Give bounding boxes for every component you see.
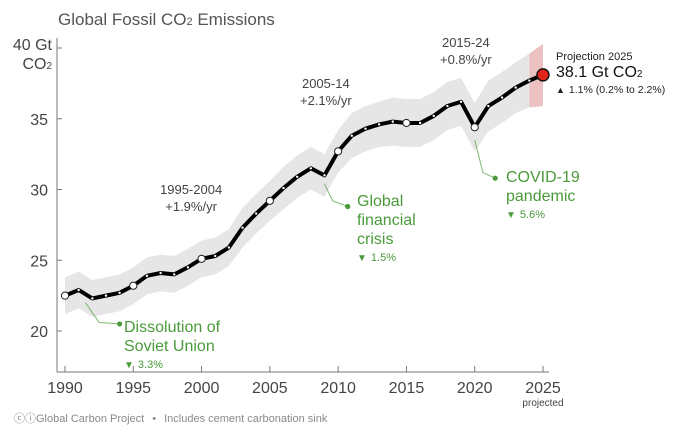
year-point-2004 bbox=[255, 212, 258, 215]
event-financial-crisis: Global financial crisis ▼ 1.5% bbox=[357, 193, 416, 264]
x-tick-label-1995: 1995 bbox=[115, 380, 151, 397]
year-point-1992 bbox=[91, 297, 94, 300]
year-point-1991 bbox=[77, 288, 80, 292]
year-point-2022 bbox=[500, 96, 504, 99]
x-tick-label-2015: 2015 bbox=[389, 380, 425, 397]
year-point-1997 bbox=[159, 271, 162, 275]
year-point-2021 bbox=[487, 104, 490, 108]
projection-value: 38.1 Gt CO2 bbox=[556, 64, 643, 81]
marker-1995 bbox=[129, 281, 138, 290]
year-point-2013 bbox=[377, 123, 381, 126]
growth-annotation-2015-24: 2015-24 +0.8%/yr bbox=[440, 35, 492, 67]
year-point-2011 bbox=[350, 134, 353, 137]
emissions-line bbox=[63, 72, 545, 301]
marker-2000 bbox=[197, 254, 206, 263]
y-axis-unit-label: 40 Gt CO2 bbox=[0, 36, 52, 76]
marker-2015 bbox=[402, 118, 411, 128]
callout-financial-crisis-dot bbox=[345, 203, 351, 210]
x-tick-label-2020: 2020 bbox=[457, 380, 493, 397]
year-point-2003 bbox=[241, 226, 244, 229]
growth-annotation-1995-2004: 1995-2004 +1.9%/yr bbox=[160, 182, 223, 214]
uncertainty-band bbox=[65, 53, 530, 317]
y-tick-label-25: 25 bbox=[30, 253, 48, 270]
callout-financial-crisis bbox=[324, 183, 348, 207]
cc-license-icon: ⓒⓘ bbox=[14, 413, 36, 425]
data-markers bbox=[60, 68, 550, 300]
chart-title: Global Fossil CO2 Emissions bbox=[58, 10, 275, 29]
y-axis-top-tick-label: 40 Gt bbox=[12, 37, 52, 54]
x-tick-label-1990: 1990 bbox=[47, 380, 83, 397]
x-tick-note-projected: projected bbox=[522, 398, 563, 409]
bullet-icon: • bbox=[152, 413, 157, 425]
down-triangle-icon: ▼ bbox=[357, 253, 367, 264]
year-point-2023 bbox=[514, 86, 517, 89]
up-triangle-icon: ▲ bbox=[556, 85, 565, 95]
callout-soviet-union bbox=[85, 302, 120, 325]
y-tick-label-35: 35 bbox=[30, 112, 48, 129]
x-tick-label-2000: 2000 bbox=[184, 380, 220, 397]
x-tick-label-2025: 2025 bbox=[525, 380, 561, 397]
y-tick-label-30: 30 bbox=[30, 183, 48, 200]
year-point-1996 bbox=[145, 274, 149, 278]
year-point-2014 bbox=[391, 120, 394, 123]
year-point-2002 bbox=[227, 246, 231, 249]
year-point-2019 bbox=[459, 100, 463, 103]
x-tick-label-2005: 2005 bbox=[252, 380, 288, 397]
year-point-2012 bbox=[364, 127, 367, 130]
emissions-line-layer bbox=[63, 72, 545, 301]
marker-2020 bbox=[470, 123, 479, 132]
year-point-1998 bbox=[173, 273, 176, 276]
year-point-2009 bbox=[323, 174, 326, 177]
marker-2005 bbox=[265, 196, 274, 205]
projection-range: ▲ 1.1% (0.2% to 2.2%) bbox=[556, 84, 666, 96]
x-tick-label-2010: 2010 bbox=[320, 380, 356, 397]
year-point-2016 bbox=[418, 121, 422, 125]
footer-source: Global Carbon Project bbox=[36, 413, 145, 425]
footer-note: Includes cement carbonation sink bbox=[164, 413, 328, 425]
year-point-2018 bbox=[446, 104, 449, 108]
projection-point-2025 bbox=[536, 68, 550, 82]
year-point-2001 bbox=[214, 254, 217, 258]
down-triangle-icon: ▼ bbox=[506, 210, 516, 221]
year-point-2007 bbox=[295, 175, 299, 178]
event-covid-19: COVID-19 pandemic ▼ 5.6% bbox=[506, 169, 580, 221]
year-point-1994 bbox=[118, 291, 121, 294]
marker-2010 bbox=[334, 147, 343, 156]
year-point-2008 bbox=[309, 167, 313, 170]
year-point-1993 bbox=[104, 294, 108, 297]
projection-label: Projection 2025 bbox=[556, 51, 633, 63]
year-point-2017 bbox=[432, 114, 435, 118]
year-point-2006 bbox=[282, 186, 285, 190]
growth-annotation-2005-14: 2005-14 +2.1%/yr bbox=[300, 76, 352, 108]
event-soviet-union: Dissolution of Soviet Union ▼ 3.3% bbox=[124, 319, 221, 371]
down-triangle-icon: ▼ bbox=[124, 360, 134, 371]
y-tick-label-20: 20 bbox=[30, 324, 48, 341]
marker-1990 bbox=[60, 291, 70, 300]
callout-covid bbox=[474, 139, 496, 179]
callout-covid-dot bbox=[492, 175, 498, 181]
axes bbox=[56, 38, 549, 373]
footer: ⓒⓘGlobal Carbon Project • Includes cement … bbox=[14, 410, 327, 426]
year-point-2024 bbox=[528, 79, 531, 82]
year-point-1999 bbox=[186, 266, 190, 269]
event-callouts bbox=[85, 139, 498, 327]
y-axis-unit: CO2 bbox=[22, 56, 52, 73]
callout-soviet-union-dot bbox=[117, 321, 123, 327]
